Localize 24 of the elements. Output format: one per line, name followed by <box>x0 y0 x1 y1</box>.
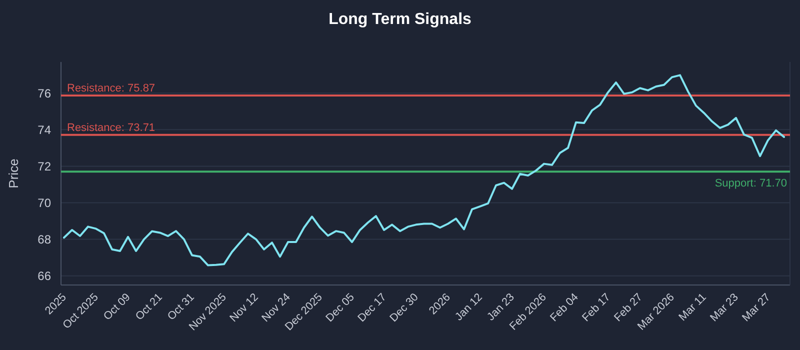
ref-line-label: Resistance: 73.71 <box>67 122 156 134</box>
ref-line-label: Resistance: 75.87 <box>67 82 156 94</box>
x-tick-label: Feb 04 <box>548 291 581 324</box>
x-tick-label: Oct 09 <box>101 291 133 323</box>
y-tick-label: 72 <box>38 159 52 174</box>
y-tick-label: 68 <box>38 232 52 247</box>
y-axis-title: Price <box>6 158 21 188</box>
ref-line-label: Support: 71.70 <box>714 178 787 190</box>
y-tick-label: 76 <box>38 86 52 100</box>
x-tick-label: Feb 17 <box>580 291 613 324</box>
x-tick-label: Dec 17 <box>356 291 389 324</box>
line-series <box>63 74 785 266</box>
y-tick-label: 70 <box>38 196 52 210</box>
x-tick-label: Mar 27 <box>740 291 773 324</box>
x-tick-label: Nov 12 <box>228 291 261 324</box>
y-tick-label: 66 <box>38 269 52 284</box>
x-tick-label: Oct 21 <box>133 291 165 323</box>
y-tick-label: 74 <box>38 122 52 137</box>
chart-title: Long Term Signals <box>328 11 472 28</box>
x-tick-label: Mar 23 <box>708 291 741 324</box>
x-tick-label: Jan 12 <box>453 291 485 324</box>
x-tick-label: Dec 05 <box>324 291 357 324</box>
x-tick-label: Dec 30 <box>388 291 421 324</box>
x-tick-label: Mar 11 <box>676 291 709 324</box>
